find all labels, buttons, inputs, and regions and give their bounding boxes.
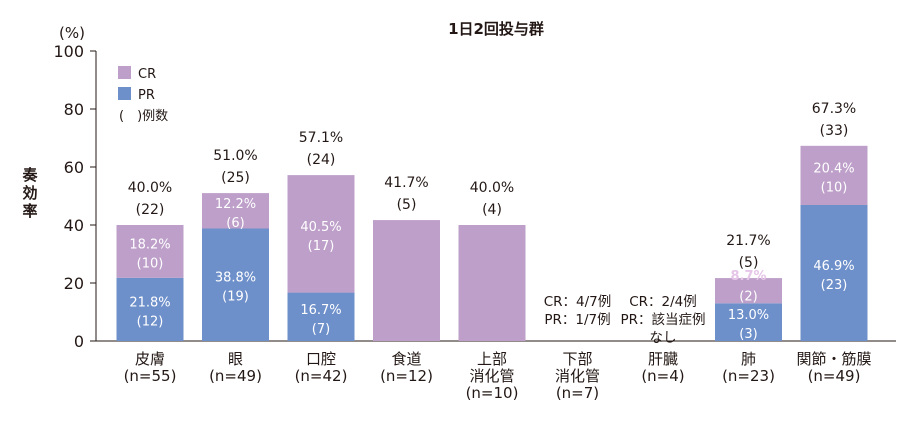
bar-total-count-label: (24): [307, 152, 336, 168]
bar-total-value-label: 21.7%: [726, 233, 770, 249]
data-labels: 21.8% (12) 18.2% (10) 40.0% (22) 38.8% (19) 12.2…: [128, 101, 856, 346]
legend-swatch-cr: [118, 66, 131, 79]
bar-total-value-label: 40.0%: [128, 180, 172, 196]
y-tick-label: 40: [64, 216, 84, 235]
x-category-label: (n=49): [808, 367, 861, 385]
bar-cr: [116, 225, 184, 278]
x-category-label: (n=12): [380, 367, 433, 385]
x-category-label: (n=49): [209, 367, 262, 385]
x-category-label: (n=55): [124, 367, 177, 385]
bar-total-value-label: 41.7%: [384, 175, 428, 191]
category-note: CR：2/4例: [629, 294, 697, 310]
bar-total-value-label: 57.1%: [299, 130, 343, 146]
bar-segment-count-label: (2): [739, 289, 757, 304]
bar-total-value-label: 40.0%: [470, 180, 514, 196]
x-category-label: 消化管: [555, 367, 600, 385]
bar-cr: [202, 193, 269, 229]
bar-total-count-label: (4): [482, 202, 502, 218]
x-category-label: 消化管: [469, 367, 514, 385]
x-category-label: 肺: [741, 350, 756, 368]
bar-pr: [287, 292, 355, 341]
y-tick-label: 80: [64, 100, 84, 119]
category-note: PR：1/7例: [544, 312, 610, 328]
legend-label-cr: CR: [138, 67, 156, 82]
bar-cr: [800, 145, 868, 205]
bar-segment-count-label: (23): [821, 278, 848, 293]
bar-segment-count-label: (3): [739, 327, 757, 342]
bar-total-count-label: (25): [221, 170, 250, 186]
bar-cr: [287, 175, 355, 293]
x-category-label: (n=10): [466, 384, 519, 402]
category-note: PR：該当症例: [620, 312, 705, 328]
x-category-label: 眼: [228, 350, 243, 368]
bar-cr: [373, 220, 440, 341]
bar-segment-value-label: 16.7%: [300, 303, 341, 318]
bar-segment-count-label: (10): [821, 180, 848, 195]
bar-segment-value-label: 13.0%: [728, 308, 769, 323]
bar-segment-count-label: (7): [312, 322, 330, 337]
legend-label-pr: PR: [138, 88, 155, 103]
bar-segment-value-label: 46.9%: [813, 259, 854, 274]
y-axis-label: 奏効率: [21, 166, 38, 220]
y-tick-label: 20: [64, 274, 84, 293]
bars: [116, 145, 868, 341]
bar-pr: [202, 228, 269, 341]
bar-segment-count-label: (6): [226, 216, 244, 231]
chart-title: 1日2回投与群: [448, 20, 544, 38]
bar-segment-count-label: (10): [137, 256, 164, 271]
bar-total-value-label: 51.0%: [213, 148, 257, 164]
bar-pr: [800, 204, 868, 341]
y-axis-label-char: 率: [22, 202, 37, 220]
x-category-label: 関節・筋膜: [796, 350, 871, 368]
bar-segment-count-label: (17): [308, 239, 335, 254]
bar-segment-value-label: 20.4%: [813, 161, 854, 176]
y-axis-unit: (%): [59, 24, 85, 42]
bar-total-count-label: (33): [820, 123, 849, 139]
category-note: なし: [650, 330, 677, 346]
bar-total-count-label: (22): [136, 202, 165, 218]
x-category-label: 口腔: [306, 350, 336, 368]
bar-segment-value-label: 18.2%: [129, 237, 170, 252]
bar-segment-count-label: (19): [222, 290, 249, 305]
x-category-label: (n=4): [641, 367, 684, 385]
bar-pr: [116, 277, 184, 341]
y-axis-label-char: 効: [22, 184, 37, 202]
bar-pr: [715, 303, 782, 341]
x-category-label: (n=7): [556, 384, 599, 402]
legend-note: ( )例数: [119, 109, 168, 124]
bar-segment-value-label: 38.8%: [215, 271, 256, 286]
x-category-label: 上部: [477, 350, 507, 368]
bar-segment-value-label: 8.7%: [730, 269, 766, 284]
x-category-label: 下部: [562, 350, 592, 368]
bar-total-value-label: 67.3%: [812, 101, 856, 117]
x-category-label: (n=23): [722, 367, 775, 385]
bar-segment-count-label: (12): [137, 314, 164, 329]
x-category-label: 食道: [391, 350, 421, 368]
bar-total-count-label: (5): [397, 197, 417, 213]
x-axis: 皮膚(n=55)眼(n=49)口腔(n=42)食道(n=12)上部消化管(n=1…: [124, 350, 872, 402]
bar-segment-value-label: 12.2%: [215, 197, 256, 212]
x-category-label: (n=42): [295, 367, 348, 385]
bar-total-count-label: (5): [739, 255, 759, 271]
y-tick-label: 60: [64, 158, 84, 177]
x-category-label: 皮膚: [135, 350, 165, 368]
bar-segment-value-label: 21.8%: [129, 295, 170, 310]
y-axis-label-char: 奏: [21, 166, 38, 184]
bar-cr: [458, 225, 526, 341]
bar-segment-value-label: 40.5%: [300, 220, 341, 235]
x-category-label: 肝臓: [648, 350, 678, 368]
y-tick-label: 0: [74, 332, 84, 351]
category-note: CR：4/7例: [544, 294, 612, 310]
legend: CR PR ( )例数: [118, 66, 168, 124]
bar-cr: [715, 278, 782, 304]
legend-swatch-pr: [118, 87, 131, 100]
y-tick-label: 100: [53, 42, 84, 61]
